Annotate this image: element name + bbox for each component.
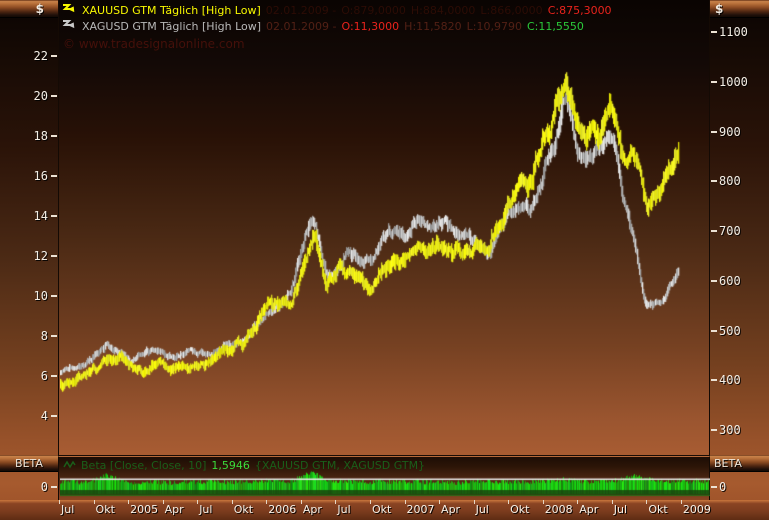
- x-tick-label: Jul: [475, 503, 489, 516]
- x-tick-label: Okt: [95, 503, 115, 516]
- right-axis-tick: 900: [710, 125, 769, 139]
- x-tick-mark: [197, 500, 199, 504]
- legend-gold-date: 02.01.2009 -: [265, 4, 337, 17]
- right-axis-tick: 1100: [710, 25, 769, 39]
- x-tick-mark: [508, 500, 510, 504]
- legend-silver-name: XAGUSD GTM Täglich [High Low]: [82, 20, 262, 33]
- left-axis-tick: 18: [0, 129, 58, 143]
- right-axis-tick: 700: [710, 224, 769, 238]
- x-tick-label: Okt: [648, 503, 668, 516]
- right-price-axis[interactable]: $ 1100 1000 900 800 700 600 500 400 300 BETA 0: [710, 0, 769, 500]
- x-tick-mark: [93, 500, 95, 504]
- beta-zero-tick-right: 0: [710, 480, 769, 494]
- right-axis-tick: 600: [710, 274, 769, 288]
- left-axis-tick: 6: [0, 369, 58, 383]
- right-axis-tick: 300: [710, 423, 769, 437]
- zigzag-arrow-icon: [62, 19, 76, 34]
- x-tick-mark: [404, 500, 406, 504]
- right-axis-header: $: [710, 0, 769, 18]
- beta-band-label-left: BETA: [15, 457, 43, 470]
- beta-band-label-right: BETA: [714, 457, 742, 470]
- x-tick-label: Apr: [302, 503, 322, 516]
- left-axis-tick: 14: [0, 209, 58, 223]
- x-tick-label: Apr: [441, 503, 461, 516]
- beta-band-left: BETA: [0, 455, 58, 472]
- x-tick-label: 2007: [406, 503, 435, 516]
- x-tick-label: 2009: [682, 503, 711, 516]
- x-tick-label: Apr: [164, 503, 184, 516]
- legend-gold-high: H:884,0000: [410, 4, 476, 17]
- x-tick-mark: [266, 500, 268, 504]
- left-axis-unit: $: [35, 2, 44, 16]
- x-tick-mark: [162, 500, 164, 504]
- zigzag-arrow-icon: [62, 3, 76, 18]
- tick-dash: [711, 486, 717, 488]
- x-tick-label: 2006: [268, 503, 297, 516]
- left-axis-tick: 4: [0, 409, 58, 423]
- beta-zero-tick-left: 0: [0, 480, 58, 494]
- x-tick-label: Jul: [61, 503, 75, 516]
- price-chart-canvas[interactable]: [60, 0, 710, 456]
- legend-gold-row[interactable]: XAUUSD GTM Täglich [High Low] 02.01.2009…: [62, 3, 612, 18]
- right-axis-tick: 1000: [710, 75, 769, 89]
- x-tick-mark: [335, 500, 337, 504]
- left-axis-tick: 22: [0, 49, 58, 63]
- left-axis-header: $: [0, 0, 58, 18]
- right-axis-tick: 400: [710, 373, 769, 387]
- x-tick-mark: [59, 500, 60, 504]
- x-tick-label: Okt: [510, 503, 530, 516]
- left-axis-tick: 8: [0, 329, 58, 343]
- x-tick-label: Okt: [233, 503, 254, 516]
- left-axis-tick: 12: [0, 249, 58, 263]
- x-tick-label: Jul: [199, 503, 213, 516]
- legend-gold-close: C:875,3000: [547, 4, 612, 17]
- x-tick-label: Jul: [613, 503, 628, 516]
- watermark: © www.tradesignalonline.com: [63, 37, 245, 51]
- time-axis[interactable]: Jul Okt 2005 Apr Jul Okt 2006 Apr Jul Okt 2007 Apr J…: [0, 500, 769, 520]
- tick-dash: [51, 486, 57, 488]
- x-tick-label: 2008: [544, 503, 573, 516]
- legend-silver-row[interactable]: XAGUSD GTM Täglich [High Low] 02.01.2009…: [62, 19, 584, 34]
- x-tick-mark: [680, 500, 682, 504]
- left-axis-tick: 10: [0, 289, 58, 303]
- main-price-pane[interactable]: XAUUSD GTM Täglich [High Low] 02.01.2009…: [58, 0, 710, 456]
- x-tick-mark: [128, 500, 130, 504]
- legend-silver-close: C:11,5550: [526, 20, 584, 33]
- x-tick-mark: [473, 500, 475, 504]
- legend-gold-open: O:879,0000: [341, 4, 406, 17]
- right-axis-tick: 500: [710, 324, 769, 338]
- x-tick-label: Jul: [337, 503, 351, 516]
- x-tick-mark: [439, 500, 441, 504]
- beta-pane[interactable]: Beta [Close, Close, 10] 1,5946 {XAUUSD G…: [58, 456, 710, 501]
- beta-band-right: BETA: [710, 455, 769, 472]
- left-price-axis[interactable]: $ 22 20 18 16 14 12 10 8 6 4 BETA 0: [0, 0, 58, 500]
- left-axis-tick: 16: [0, 169, 58, 183]
- x-tick-mark: [231, 500, 233, 504]
- right-axis-tick: 800: [710, 174, 769, 188]
- x-tick-mark: [369, 500, 371, 504]
- legend-silver-high: H:11,5820: [404, 20, 462, 33]
- legend-silver-open: O:11,3000: [341, 20, 400, 33]
- x-tick-label: 2005: [130, 503, 159, 516]
- x-tick-mark: [577, 500, 579, 504]
- legend-gold-name: XAUUSD GTM Täglich [High Low]: [82, 4, 261, 17]
- x-tick-label: Apr: [579, 503, 599, 516]
- x-tick-mark: [300, 500, 302, 504]
- x-tick-mark: [542, 500, 544, 504]
- right-axis-unit: $: [715, 2, 724, 16]
- x-tick-label: Okt: [371, 503, 392, 516]
- legend-gold-low: L:866,0000: [480, 4, 543, 17]
- x-tick-mark: [646, 500, 648, 504]
- x-tick-mark: [611, 500, 613, 504]
- legend-silver-low: L:10,9790: [466, 20, 522, 33]
- legend-silver-date: 02.01.2009 -: [266, 20, 337, 33]
- left-axis-tick: 20: [0, 89, 58, 103]
- beta-chart-canvas[interactable]: [60, 457, 710, 501]
